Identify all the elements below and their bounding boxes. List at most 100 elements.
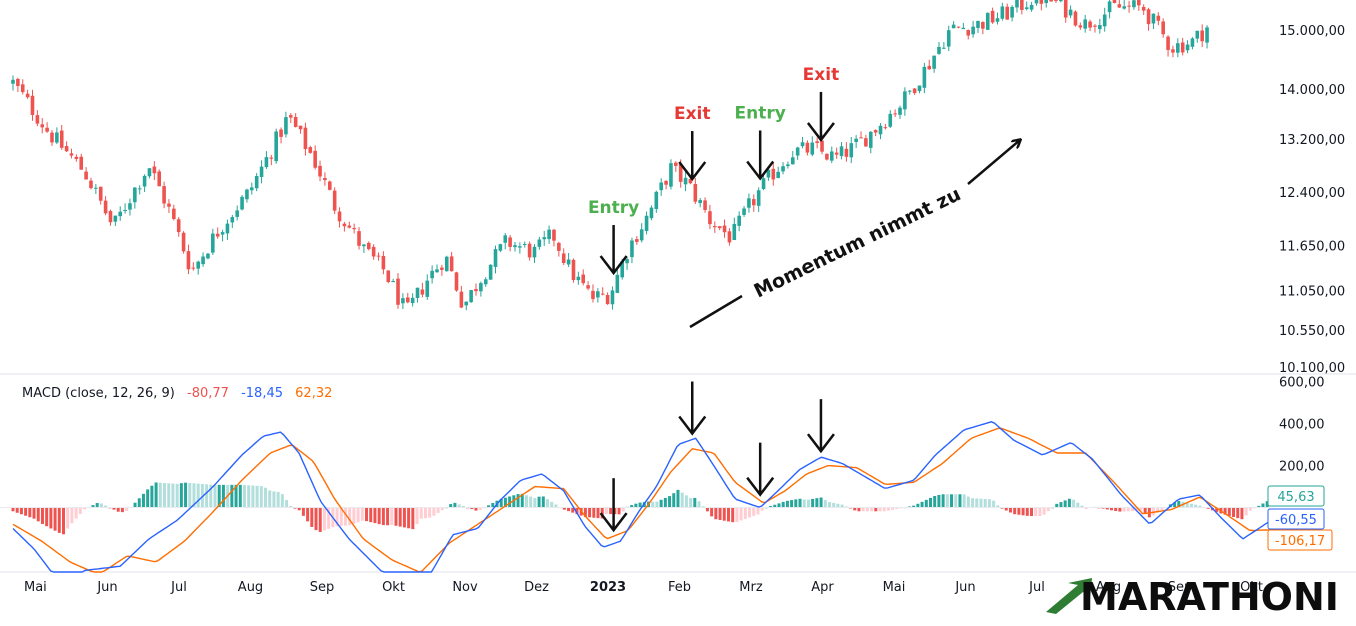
histogram-bar bbox=[806, 499, 810, 508]
histogram-bar bbox=[402, 507, 406, 528]
histogram-bar bbox=[756, 507, 760, 515]
candle-body bbox=[444, 256, 449, 272]
macd-arrow-head bbox=[806, 433, 835, 454]
candle-body bbox=[834, 152, 839, 155]
histogram-bar bbox=[600, 507, 604, 519]
histogram-bar bbox=[1215, 507, 1219, 512]
candle-body bbox=[532, 246, 537, 258]
histogram-bar bbox=[676, 489, 680, 508]
histogram-bar bbox=[259, 486, 263, 508]
histogram-bar bbox=[1109, 507, 1113, 511]
candle-body bbox=[537, 239, 542, 247]
candle-body bbox=[45, 127, 49, 132]
month-label: Sep bbox=[1168, 580, 1193, 595]
candle-body bbox=[69, 153, 74, 156]
candle-body bbox=[59, 130, 64, 148]
candle-body bbox=[469, 290, 473, 303]
candle-body bbox=[94, 187, 98, 189]
histogram-bar bbox=[390, 507, 394, 525]
histogram-bar bbox=[945, 494, 949, 508]
histogram-bar bbox=[924, 499, 928, 508]
candle-body bbox=[503, 235, 508, 243]
histogram-bar bbox=[1042, 507, 1046, 515]
histogram-bar bbox=[335, 507, 339, 527]
month-label: Mai bbox=[883, 580, 906, 595]
exit-label: Exit bbox=[674, 104, 711, 124]
histogram-bar bbox=[167, 483, 171, 508]
histogram-bar bbox=[213, 484, 217, 508]
histogram-bar bbox=[617, 507, 621, 515]
candle-body bbox=[30, 95, 35, 115]
histogram-bar bbox=[874, 507, 878, 512]
candle-body bbox=[917, 85, 922, 92]
candle-body bbox=[366, 242, 371, 250]
candle-body bbox=[776, 171, 780, 178]
histogram-bar bbox=[1206, 507, 1210, 509]
candle-body bbox=[288, 115, 293, 118]
candle-body bbox=[108, 211, 113, 223]
candle-body bbox=[766, 169, 771, 178]
candle-body bbox=[635, 239, 639, 242]
histogram-bar bbox=[663, 497, 667, 508]
histogram-bar bbox=[24, 507, 28, 516]
histogram-bar bbox=[474, 507, 478, 511]
momentum-arrow-right bbox=[967, 140, 1020, 185]
candle-body bbox=[893, 113, 897, 115]
histogram-bar bbox=[651, 501, 655, 508]
candle-body bbox=[839, 146, 844, 157]
histogram-bar bbox=[318, 507, 322, 532]
candle-body bbox=[362, 244, 366, 247]
histogram-bar bbox=[125, 507, 129, 512]
histogram-bar bbox=[11, 507, 15, 512]
histogram-bar bbox=[1030, 507, 1034, 516]
candle-body bbox=[610, 290, 615, 305]
histogram-bar bbox=[1232, 507, 1236, 518]
histogram-bar bbox=[895, 507, 899, 509]
candle-body bbox=[323, 178, 327, 181]
histogram-bar bbox=[40, 507, 44, 525]
histogram-bar bbox=[280, 494, 284, 508]
histogram-bar bbox=[1004, 507, 1008, 511]
month-label: Sep bbox=[310, 580, 335, 595]
histogram-bar bbox=[954, 494, 958, 508]
candle-body bbox=[235, 210, 239, 217]
histogram-bar bbox=[133, 502, 137, 508]
histogram-bar bbox=[857, 507, 861, 512]
histogram-bar bbox=[562, 507, 566, 510]
candle-body bbox=[1156, 15, 1161, 21]
histogram-bar bbox=[865, 507, 869, 512]
month-label: Jul bbox=[170, 580, 187, 595]
candle-body bbox=[1078, 25, 1083, 28]
histogram-bar bbox=[933, 495, 937, 508]
histogram-bar bbox=[499, 498, 503, 508]
candle-body bbox=[561, 253, 566, 264]
candle-body bbox=[220, 232, 225, 235]
histogram-bar bbox=[251, 485, 255, 508]
month-label: Okt bbox=[382, 580, 405, 595]
entry-label: Entry bbox=[735, 103, 786, 123]
histogram-bar bbox=[508, 496, 512, 508]
candle-body bbox=[868, 131, 873, 148]
histogram-bar bbox=[773, 504, 777, 508]
candle-body bbox=[1044, 0, 1049, 4]
histogram-bar bbox=[1038, 507, 1042, 516]
histogram-bar bbox=[882, 507, 886, 512]
macd-tick-label: 200,00 bbox=[1279, 460, 1325, 475]
candle-body bbox=[669, 163, 673, 187]
histogram-bar bbox=[247, 485, 251, 508]
histogram-bar bbox=[339, 507, 343, 526]
histogram-bar bbox=[785, 500, 789, 508]
histogram-bar bbox=[276, 491, 280, 508]
month-label: Mrz bbox=[739, 580, 763, 595]
signal-value-badge bbox=[1267, 529, 1333, 551]
candle-body bbox=[435, 269, 439, 273]
histogram-bar bbox=[705, 507, 709, 512]
macd-legend-name: MACD (close, 12, 26, 9) bbox=[22, 386, 175, 401]
histogram-bar bbox=[920, 501, 924, 508]
candle-body bbox=[951, 24, 956, 29]
candle-body bbox=[133, 187, 137, 203]
histogram-bar bbox=[285, 500, 289, 508]
histogram-bar bbox=[255, 485, 259, 508]
candle-body bbox=[1117, 4, 1122, 8]
candle-body bbox=[898, 107, 902, 115]
